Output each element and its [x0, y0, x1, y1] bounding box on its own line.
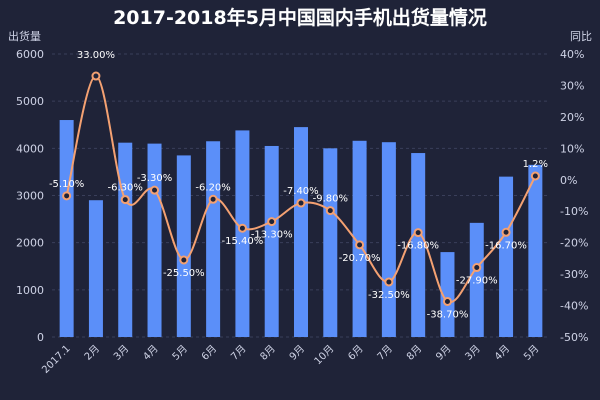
bar — [235, 130, 250, 337]
x-tick-label: 7月 — [228, 343, 248, 363]
data-label: -16.70% — [485, 240, 527, 251]
data-label: -15.40% — [222, 236, 264, 247]
data-label: -5.10% — [49, 179, 84, 190]
x-tick-label: 10月 — [312, 343, 337, 368]
data-label: -7.40% — [283, 186, 318, 197]
x-tick-label: 2017.1 — [40, 343, 73, 376]
left-tick-label: 0 — [37, 331, 44, 344]
line-point — [62, 191, 72, 201]
data-label: -6.30% — [108, 183, 143, 194]
line-point — [355, 240, 365, 250]
data-label: -25.50% — [163, 268, 205, 279]
data-label: 33.00% — [77, 50, 115, 61]
x-tick-label: 5月 — [170, 343, 190, 363]
bar — [469, 222, 484, 337]
x-tick-label: 7月 — [375, 343, 395, 363]
data-label: -13.30% — [251, 230, 293, 241]
bar — [264, 145, 279, 337]
line-point — [501, 227, 511, 237]
bar — [440, 252, 455, 337]
line-point — [384, 277, 394, 287]
x-tick-label: 3月 — [111, 343, 131, 363]
line-point — [267, 217, 277, 227]
left-tick-label: 6000 — [16, 48, 44, 61]
line-point — [179, 255, 189, 265]
x-tick-label: 3月 — [463, 343, 483, 363]
bar — [528, 164, 543, 337]
right-tick-label: 20% — [560, 111, 584, 124]
chart-title: 2017-2018年5月中国国内手机出货量情况 — [113, 6, 487, 29]
left-tick-label: 1000 — [16, 284, 44, 297]
right-axis-label: 同比 — [570, 30, 592, 43]
data-label: -38.70% — [427, 309, 469, 320]
line-point — [91, 71, 101, 81]
x-tick-label: 8月 — [404, 343, 424, 363]
data-label: -32.50% — [368, 290, 410, 301]
left-axis: 0 1000 2000 3000 4000 5000 6000 — [16, 48, 44, 344]
data-label: -9.80% — [313, 194, 348, 205]
x-tick-label: 9月 — [434, 343, 454, 363]
bar — [352, 140, 367, 337]
left-tick-label: 4000 — [16, 142, 44, 155]
bar — [176, 155, 191, 337]
line-point — [237, 223, 247, 233]
bar — [323, 148, 338, 337]
x-tick-label: 5月 — [521, 343, 541, 363]
bar — [206, 141, 221, 337]
data-labels: -5.10% 33.00% -6.30%-3.30% -25.50% -6.20% -15… — [49, 50, 548, 320]
bar — [499, 176, 514, 337]
line-points — [62, 71, 540, 306]
line-point — [325, 206, 335, 216]
right-tick-label: -20% — [560, 237, 588, 250]
x-tick-label: 9月 — [287, 343, 307, 363]
x-tick-label: 4月 — [141, 343, 161, 363]
right-tick-label: -40% — [560, 300, 588, 313]
line-point — [472, 263, 482, 273]
x-tick-label: 6月 — [199, 343, 219, 363]
x-tick-label: 2月 — [82, 343, 102, 363]
data-label: -20.70% — [339, 253, 381, 264]
x-tick-label: 6月 — [346, 343, 366, 363]
right-tick-label: -50% — [560, 331, 588, 344]
bar-series — [59, 120, 543, 338]
left-tick-label: 2000 — [16, 237, 44, 250]
right-tick-label: -10% — [560, 205, 588, 218]
left-tick-label: 3000 — [16, 190, 44, 203]
right-tick-label: 10% — [560, 142, 584, 155]
line-point — [208, 194, 218, 204]
right-tick-label: -30% — [560, 268, 588, 281]
data-label: -6.20% — [195, 182, 230, 193]
line-point — [530, 171, 540, 181]
right-tick-label: 40% — [560, 48, 584, 61]
line-point — [120, 195, 130, 205]
left-tick-label: 5000 — [16, 95, 44, 108]
line-point — [413, 228, 423, 238]
x-tick-label: 8月 — [258, 343, 278, 363]
bar — [294, 127, 308, 337]
bar — [59, 120, 74, 338]
bar — [411, 153, 426, 337]
left-axis-label: 出货量 — [8, 29, 41, 43]
data-label: -3.30% — [137, 173, 172, 184]
right-axis: 40% 30% 20% 10% 0% -10% -20% -30% -40% -50% — [560, 48, 588, 344]
right-tick-label: 0% — [560, 174, 577, 187]
x-axis: 2017.1 2月 3月 4月 5月 6月 7月 8月 9月 10月 6月 7月 8月 9月 3月 4月 5月 — [40, 343, 541, 376]
bar — [88, 200, 103, 337]
x-tick-label: 4月 — [492, 343, 512, 363]
bar — [118, 142, 133, 337]
data-label: -16.80% — [397, 241, 439, 252]
right-tick-label: 30% — [560, 79, 584, 92]
line-point — [442, 296, 452, 306]
data-label: 1.2% — [523, 159, 548, 170]
line-point — [296, 198, 306, 208]
bar — [381, 142, 396, 337]
data-label: -27.90% — [456, 276, 498, 287]
line-point — [150, 185, 160, 195]
